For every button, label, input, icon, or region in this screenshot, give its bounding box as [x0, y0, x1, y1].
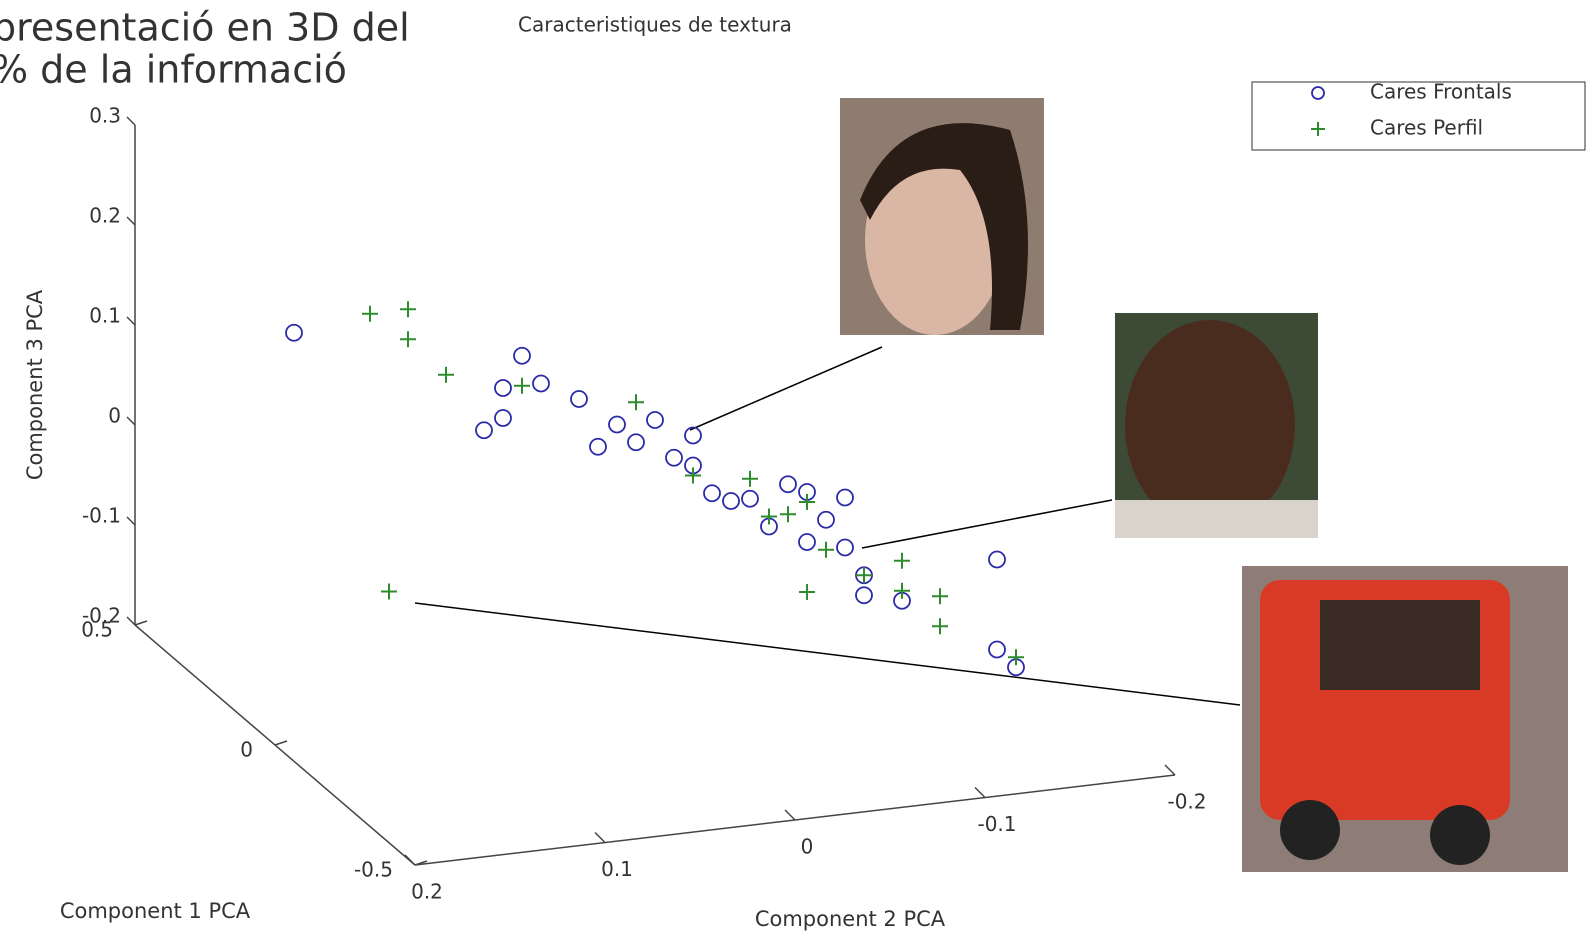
y-tick-label: 0.5	[81, 618, 113, 642]
x-tick	[404, 854, 416, 866]
point	[799, 494, 815, 510]
point	[742, 470, 758, 487]
x-tick-label: 0.2	[411, 880, 443, 904]
point	[475, 421, 493, 440]
x-tick-label: -0.2	[1167, 790, 1206, 814]
point	[685, 467, 701, 484]
legend-marker	[1311, 86, 1325, 100]
point	[817, 510, 835, 529]
point	[856, 567, 872, 584]
photo-face-2	[1115, 313, 1318, 538]
legend-label: Cares Frontals	[1370, 80, 1512, 104]
z-axis-label: Component 3 PCA	[23, 289, 47, 480]
connector	[414, 346, 1241, 706]
point	[855, 586, 873, 605]
point	[381, 583, 397, 600]
point	[932, 588, 948, 605]
x-tick	[594, 831, 606, 844]
point	[628, 394, 644, 411]
chart-title: Caracteristiques de textura	[518, 13, 792, 37]
z-tick-label: -0.1	[82, 504, 121, 528]
z-tick	[126, 416, 136, 426]
legend	[1251, 81, 1586, 151]
point	[932, 618, 948, 635]
point	[532, 374, 550, 393]
point	[570, 390, 588, 408]
point	[400, 301, 416, 318]
point	[780, 506, 796, 523]
point	[798, 533, 816, 551]
y-axis-label: Component 1 PCA	[60, 899, 251, 923]
point	[894, 552, 910, 569]
point	[722, 492, 740, 510]
point	[494, 409, 512, 427]
x-tick	[974, 786, 986, 799]
point	[513, 346, 531, 365]
y-tick-label: 0	[240, 738, 253, 762]
z-tick-label: 0	[108, 404, 121, 428]
point	[438, 366, 454, 383]
point	[627, 433, 645, 452]
point	[894, 582, 910, 599]
y-tick-label: -0.5	[354, 858, 393, 882]
point	[646, 411, 664, 429]
legend-marker	[1311, 122, 1325, 136]
y-tick	[274, 740, 288, 746]
point	[285, 323, 303, 342]
point	[836, 538, 854, 557]
point	[494, 379, 512, 397]
z-tick-label: -0.2	[82, 604, 121, 628]
point	[703, 484, 721, 503]
point	[761, 508, 777, 525]
point	[818, 541, 834, 558]
slide-text: presentació en 3D del	[0, 6, 410, 50]
x-tick-label: -0.1	[977, 812, 1016, 836]
y-tick	[414, 860, 428, 866]
slide-text: % de la informació	[0, 48, 347, 92]
point	[1008, 649, 1024, 666]
point	[836, 488, 854, 507]
point	[684, 426, 702, 445]
x-tick	[784, 809, 796, 821]
z-tick-label: 0.1	[89, 304, 121, 328]
x-axis-label: Component 2 PCA	[755, 907, 946, 931]
z-tick	[126, 516, 136, 526]
point	[362, 305, 378, 322]
x-tick	[1164, 764, 1176, 776]
x-tick-label: 0.1	[601, 857, 633, 881]
z-tick	[126, 116, 136, 126]
legend-label: Cares Perfil	[1370, 116, 1483, 140]
x-tick-label: 0	[801, 835, 814, 859]
z-tick-label: 0.2	[89, 204, 121, 228]
point	[665, 448, 683, 467]
photo-face-1	[840, 98, 1044, 335]
y-tick	[134, 620, 148, 626]
point	[988, 640, 1006, 659]
z-tick	[126, 316, 136, 326]
point	[799, 584, 815, 600]
point	[779, 475, 797, 494]
z-tick-label: 0.3	[89, 104, 121, 128]
point	[608, 415, 626, 434]
point	[514, 377, 530, 394]
point	[589, 437, 607, 456]
point	[988, 550, 1006, 569]
point	[400, 331, 416, 348]
z-tick	[126, 616, 136, 626]
photo-truck	[1242, 566, 1568, 872]
z-tick	[126, 216, 136, 226]
point	[741, 489, 759, 508]
